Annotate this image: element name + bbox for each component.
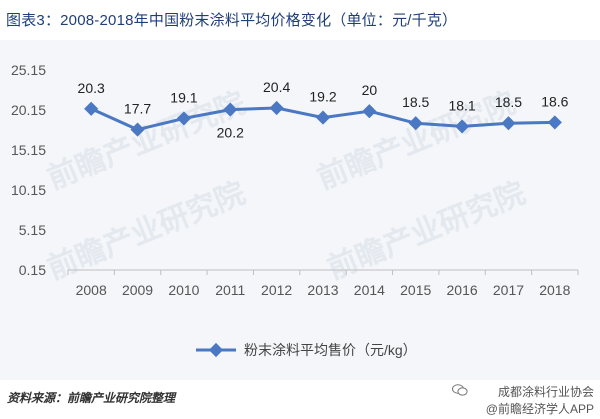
x-tick-label-2008: 2008 bbox=[76, 282, 107, 298]
brand-block: 成都涂料行业协会 @前瞻经济学人APP bbox=[424, 383, 594, 417]
data-label-2015: 18.5 bbox=[402, 94, 429, 110]
data-label-2017: 18.5 bbox=[495, 94, 522, 110]
x-tick-label-2010: 2010 bbox=[168, 282, 199, 298]
x-tick-label-2018: 2018 bbox=[539, 282, 570, 298]
x-tick-label-2017: 2017 bbox=[493, 282, 524, 298]
data-point-2015 bbox=[408, 116, 423, 131]
data-label-2009: 17.7 bbox=[124, 101, 151, 117]
data-label-2018: 18.6 bbox=[541, 93, 568, 109]
x-tick-label-2011: 2011 bbox=[215, 282, 245, 298]
y-tick-label-5: 25.15 bbox=[11, 62, 46, 78]
y-tick-label-0: 0.15 bbox=[19, 262, 46, 278]
chart-title: 图表3：2008-2018年中国粉末涂料平均价格变化（单位：元/千克） bbox=[6, 12, 458, 29]
data-label-2013: 19.2 bbox=[309, 89, 336, 105]
data-point-2016 bbox=[455, 119, 470, 134]
x-tick-label-2015: 2015 bbox=[400, 282, 431, 298]
data-label-2014: 20 bbox=[362, 82, 378, 98]
legend-marker bbox=[208, 342, 224, 358]
data-point-2018 bbox=[547, 115, 562, 130]
data-label-2008: 20.3 bbox=[78, 80, 105, 96]
source-note: 资料来源：前瞻产业研究院整理 bbox=[7, 391, 176, 405]
watermark-3: 前瞻产业研究院 bbox=[323, 176, 530, 286]
x-axis: 2008 2009 2010 2011 2012 2013 2014 2015 2016 2017… bbox=[67, 269, 579, 298]
data-label-2011: 20.2 bbox=[217, 125, 244, 141]
x-tick-label-2014: 2014 bbox=[354, 282, 385, 298]
y-tick-label-4: 20.15 bbox=[11, 102, 46, 118]
legend-label: 粉末涂料平均售价（元/kg） bbox=[244, 342, 417, 358]
x-tick-label-2016: 2016 bbox=[447, 282, 478, 298]
data-point-2013 bbox=[315, 110, 331, 125]
brand-app: @前瞻经济学人APP bbox=[485, 402, 594, 416]
chart-area: 前瞻产业研究院 前瞻产业研究院 前瞻产业研究院 前瞻产业研究院 0.15 5.15 10.… bbox=[0, 40, 600, 380]
y-tick-label-2: 10.15 bbox=[11, 182, 46, 198]
series-group: 20.3 17.7 19.1 20.2 20.4 19.2 20 18.5 18.1 18.5 18… bbox=[78, 79, 569, 141]
data-label-2012: 20.4 bbox=[263, 79, 290, 95]
data-label-2016: 18.1 bbox=[448, 97, 475, 113]
x-tick-label-2012: 2012 bbox=[261, 282, 292, 298]
y-axis: 0.15 5.15 10.15 15.15 20.15 25.15 bbox=[11, 62, 46, 278]
wechat-icon bbox=[452, 384, 468, 396]
brand-name: 成都涂料行业协会 bbox=[497, 385, 594, 399]
y-tick-label-3: 15.15 bbox=[11, 142, 46, 158]
data-label-2010: 19.1 bbox=[170, 89, 197, 105]
x-tick-label-2009: 2009 bbox=[122, 282, 153, 298]
data-point-2012 bbox=[269, 100, 284, 116]
legend: 粉末涂料平均售价（元/kg） bbox=[196, 342, 417, 358]
data-point-2017 bbox=[501, 116, 516, 131]
x-tick-label-2013: 2013 bbox=[307, 282, 338, 298]
data-point-2008 bbox=[84, 101, 99, 116]
watermark-2: 前瞻产业研究院 bbox=[43, 176, 250, 286]
data-point-2014 bbox=[362, 104, 377, 119]
y-tick-label-1: 5.15 bbox=[19, 222, 46, 238]
